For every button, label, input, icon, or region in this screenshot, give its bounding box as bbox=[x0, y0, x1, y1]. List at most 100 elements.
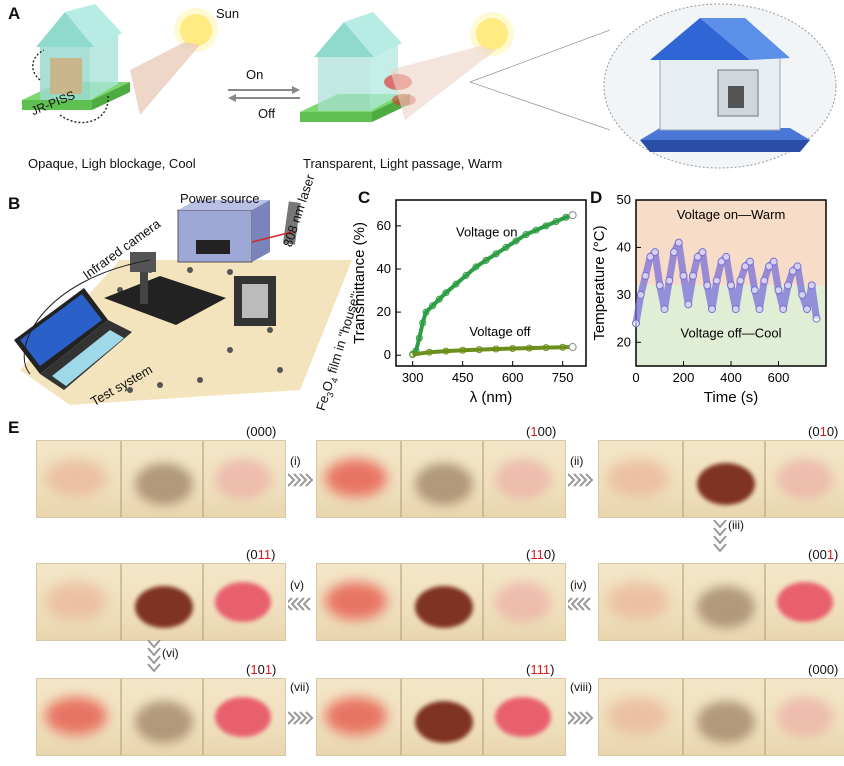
step-label: (ii) bbox=[570, 454, 584, 468]
data-point bbox=[788, 267, 797, 276]
transparent-caption: Transparent, Light passage, Warm bbox=[303, 156, 503, 171]
display-panel bbox=[598, 440, 844, 518]
step-label: (viii) bbox=[570, 680, 592, 694]
data-point bbox=[765, 262, 773, 271]
data-point bbox=[509, 345, 517, 353]
annotation-voltage-off: Voltage off bbox=[469, 324, 531, 339]
data-point bbox=[812, 314, 821, 323]
data-point bbox=[679, 271, 688, 280]
sun-left-icon bbox=[180, 14, 212, 46]
annotation-cool: Voltage off—Cool bbox=[681, 326, 782, 341]
data-point bbox=[760, 276, 769, 285]
series-end-marker bbox=[568, 211, 577, 220]
data-point bbox=[562, 213, 570, 221]
flower-right bbox=[777, 459, 833, 499]
y-tick-label: 40 bbox=[377, 261, 391, 276]
state-code: (000) bbox=[246, 424, 277, 439]
snail bbox=[697, 463, 755, 505]
data-point bbox=[746, 257, 754, 266]
step-arrow-icon bbox=[288, 597, 311, 611]
data-point bbox=[779, 305, 788, 314]
data-point bbox=[803, 305, 811, 314]
data-point bbox=[442, 347, 450, 355]
panel-c-label: C bbox=[358, 188, 371, 207]
x-axis-label: Time (s) bbox=[704, 389, 758, 406]
x-tick-label: 750 bbox=[552, 370, 574, 385]
y-tick-label: 0 bbox=[384, 347, 391, 362]
state-code: (110) bbox=[526, 547, 556, 562]
data-point bbox=[415, 334, 423, 342]
power-source-label: Power source bbox=[180, 191, 260, 206]
data-point bbox=[522, 230, 530, 238]
snail bbox=[697, 701, 755, 743]
x-tick-label: 200 bbox=[673, 370, 695, 385]
flower-right bbox=[215, 697, 271, 737]
flower-right bbox=[777, 582, 833, 622]
step-arrow-icon bbox=[288, 711, 314, 725]
data-point bbox=[646, 252, 655, 261]
data-point bbox=[670, 248, 678, 257]
data-point bbox=[689, 271, 697, 280]
data-point bbox=[641, 271, 650, 280]
flower-left bbox=[607, 459, 669, 497]
step-label: (vii) bbox=[290, 680, 310, 694]
state-code: (100) bbox=[526, 424, 557, 439]
transmittance-chart: 300 450 600 750 0 20 40 60 λ (nm) Transmittance (… bbox=[351, 199, 587, 406]
flower-right bbox=[777, 697, 833, 737]
display-panel bbox=[36, 440, 286, 518]
data-point bbox=[429, 302, 437, 310]
data-point bbox=[462, 271, 470, 279]
step-label: (iv) bbox=[570, 578, 587, 592]
data-point bbox=[655, 281, 664, 290]
state-code: (011) bbox=[246, 547, 276, 562]
data-point bbox=[703, 281, 712, 290]
data-point bbox=[636, 290, 645, 299]
data-point bbox=[731, 305, 740, 314]
data-point bbox=[741, 262, 750, 271]
flower-right bbox=[495, 459, 551, 499]
data-point bbox=[717, 257, 726, 266]
flower-left bbox=[325, 582, 387, 620]
on-label: On bbox=[246, 67, 264, 82]
x-tick-label: 600 bbox=[768, 370, 790, 385]
step-arrow-icon bbox=[568, 473, 594, 487]
x-tick-label: 450 bbox=[452, 370, 474, 385]
opaque-caption: Opaque, Ligh blockage, Cool bbox=[28, 156, 196, 171]
data-point bbox=[472, 263, 480, 271]
series-line-1 bbox=[412, 345, 573, 357]
data-point bbox=[559, 343, 567, 351]
flower-left bbox=[607, 582, 669, 620]
y-axis-label: Transmittance (%) bbox=[351, 222, 368, 344]
flower-right bbox=[495, 697, 551, 737]
data-point bbox=[542, 344, 550, 352]
data-point bbox=[425, 348, 433, 356]
data-point bbox=[722, 252, 731, 261]
display-panel bbox=[316, 563, 566, 641]
step-label: (v) bbox=[290, 578, 304, 592]
snail bbox=[697, 586, 755, 628]
y-tick-label: 60 bbox=[377, 218, 391, 233]
data-point bbox=[442, 289, 450, 297]
panel-e-label: E bbox=[8, 418, 20, 437]
step-arrow-icon bbox=[568, 711, 594, 725]
data-point bbox=[660, 305, 669, 314]
off-label: Off bbox=[258, 106, 276, 121]
annotation-warm: Voltage on—Warm bbox=[677, 207, 786, 222]
y-tick-label: 50 bbox=[617, 192, 631, 207]
data-point bbox=[632, 319, 640, 328]
display-panel bbox=[36, 563, 286, 641]
data-point bbox=[665, 276, 674, 285]
data-point bbox=[708, 305, 716, 314]
data-point bbox=[409, 351, 417, 359]
data-point bbox=[419, 319, 427, 327]
data-point bbox=[475, 346, 483, 354]
house-middle bbox=[300, 12, 416, 122]
data-point bbox=[684, 300, 693, 309]
data-point bbox=[712, 276, 721, 285]
data-point bbox=[452, 280, 460, 288]
display-panel bbox=[598, 563, 844, 641]
step-label: (iii) bbox=[728, 518, 744, 532]
display-panel bbox=[316, 440, 566, 518]
y-tick-label: 20 bbox=[377, 304, 391, 319]
house-left bbox=[22, 4, 130, 110]
